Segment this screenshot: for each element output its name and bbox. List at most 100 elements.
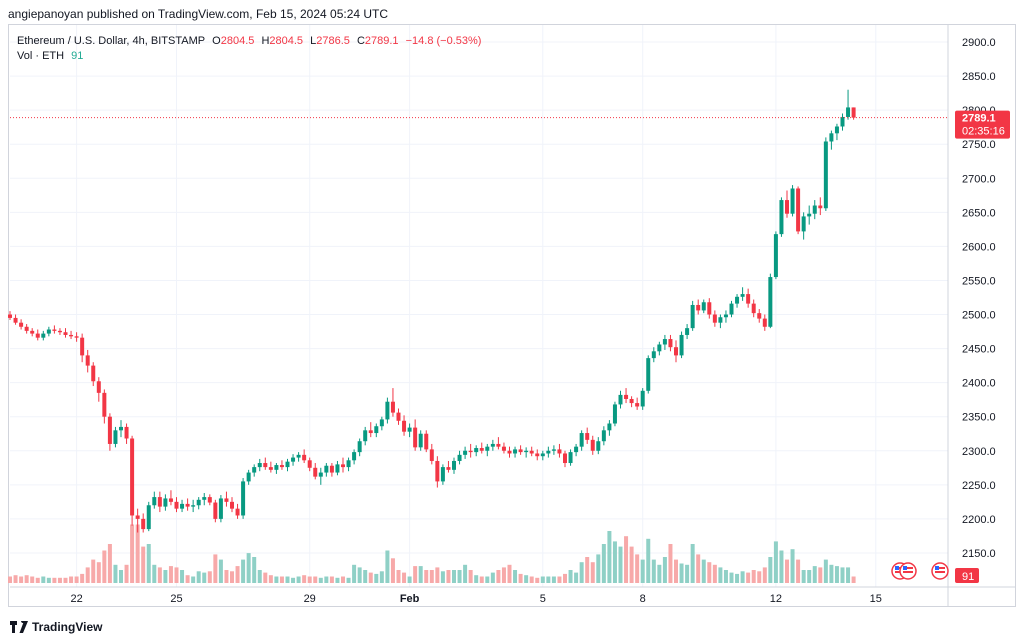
volume-bar	[463, 564, 468, 583]
y-tick-label: 2450.0	[962, 344, 996, 356]
symbol-label[interactable]: Ethereum / U.S. Dollar, 4h, BITSTAMP	[17, 35, 206, 47]
candle-body	[291, 457, 296, 462]
volume-bar	[168, 566, 173, 583]
candle-body	[823, 141, 828, 209]
volume-bar	[241, 559, 246, 583]
volume-bar	[796, 559, 801, 583]
volume-bar	[30, 576, 35, 583]
volume-bar	[574, 572, 579, 583]
volume-bar	[107, 544, 112, 583]
low-label: L	[310, 35, 317, 47]
volume-bar	[535, 577, 540, 583]
candle-body	[818, 205, 823, 209]
candle-body	[629, 398, 634, 404]
volume-bar	[52, 577, 57, 583]
candle-body	[807, 213, 812, 217]
candle-body	[718, 317, 723, 323]
candle-body	[457, 454, 462, 461]
volume-bar	[707, 562, 712, 583]
volume-badge-text: 91	[962, 571, 974, 583]
volume-bar	[374, 573, 379, 583]
candle-body	[657, 344, 662, 352]
candle-body	[202, 497, 207, 500]
volume-bar	[146, 544, 151, 583]
volume-bar	[735, 573, 740, 583]
volume-bar	[662, 557, 667, 583]
candle-body	[141, 518, 146, 530]
candle-body	[723, 314, 728, 318]
volume-bar	[618, 546, 623, 583]
volume-bar	[501, 567, 506, 583]
candle-body	[668, 339, 673, 348]
volume-bar	[846, 567, 851, 583]
y-tick-label: 2900.0	[962, 37, 996, 49]
x-tick-label: 5	[540, 593, 546, 605]
candle-body	[196, 499, 201, 506]
candle-body	[224, 498, 229, 502]
candle-body	[751, 303, 756, 314]
candle-body	[313, 467, 318, 477]
volume-bar	[113, 564, 118, 583]
flag-stripe	[903, 571, 913, 573]
volume-bar	[402, 572, 407, 583]
volume-bar	[74, 576, 79, 583]
volume-bar	[202, 572, 207, 583]
candle-body	[85, 355, 90, 366]
volume-bar	[268, 575, 273, 583]
candle-body	[679, 334, 684, 356]
volume-bar	[279, 576, 284, 583]
candle-body	[19, 322, 24, 327]
x-tick-label: 29	[304, 593, 316, 605]
volume-label[interactable]: Vol · ETH	[17, 50, 65, 62]
volume-bar	[696, 554, 701, 583]
candle-body	[385, 401, 390, 420]
y-tick-label: 2650.0	[962, 207, 996, 219]
volume-bar	[513, 570, 518, 583]
candle-body	[13, 317, 18, 323]
candle-body	[91, 365, 96, 382]
candle-body	[785, 200, 789, 214]
candle-body	[801, 216, 806, 232]
candle-body	[707, 302, 712, 315]
volume-bar	[196, 571, 201, 583]
x-tick-label: 15	[870, 593, 882, 605]
candle-body	[640, 390, 645, 407]
candle-body	[557, 449, 562, 454]
volume-bar	[646, 538, 651, 583]
candle-body	[729, 303, 734, 315]
volume-bar	[590, 562, 595, 583]
candle-body	[829, 133, 834, 142]
candle-body	[124, 426, 129, 439]
candle-body	[446, 467, 451, 470]
candle-body	[341, 464, 345, 468]
volume-bar	[773, 541, 778, 583]
volume-bar	[629, 546, 634, 583]
volume-bar	[762, 567, 767, 583]
volume-bar	[718, 567, 723, 583]
volume-bar	[152, 564, 157, 583]
y-tick-label: 2600.0	[962, 241, 996, 253]
candle-body	[24, 326, 29, 331]
candle-body	[157, 497, 162, 507]
candle-body	[107, 416, 112, 444]
volume-bar	[446, 570, 451, 583]
volume-bar	[612, 541, 617, 583]
volume-bar	[379, 571, 384, 583]
volume-bar	[185, 575, 190, 583]
last-price-text: 2789.1	[962, 113, 996, 125]
volume-bar	[407, 576, 412, 583]
volume-bar	[834, 566, 839, 583]
candle-body	[496, 443, 501, 447]
candle-body	[52, 329, 57, 331]
volume-bar	[418, 566, 423, 583]
candle-body	[185, 503, 190, 507]
volume-bar	[63, 577, 68, 583]
candle-body	[407, 427, 412, 432]
volume-bar	[8, 576, 12, 583]
high-value: 2804.5	[269, 35, 304, 47]
candle-body	[252, 467, 257, 473]
candle-body	[368, 430, 373, 434]
candle-body	[612, 404, 617, 424]
candle-body	[318, 472, 323, 477]
